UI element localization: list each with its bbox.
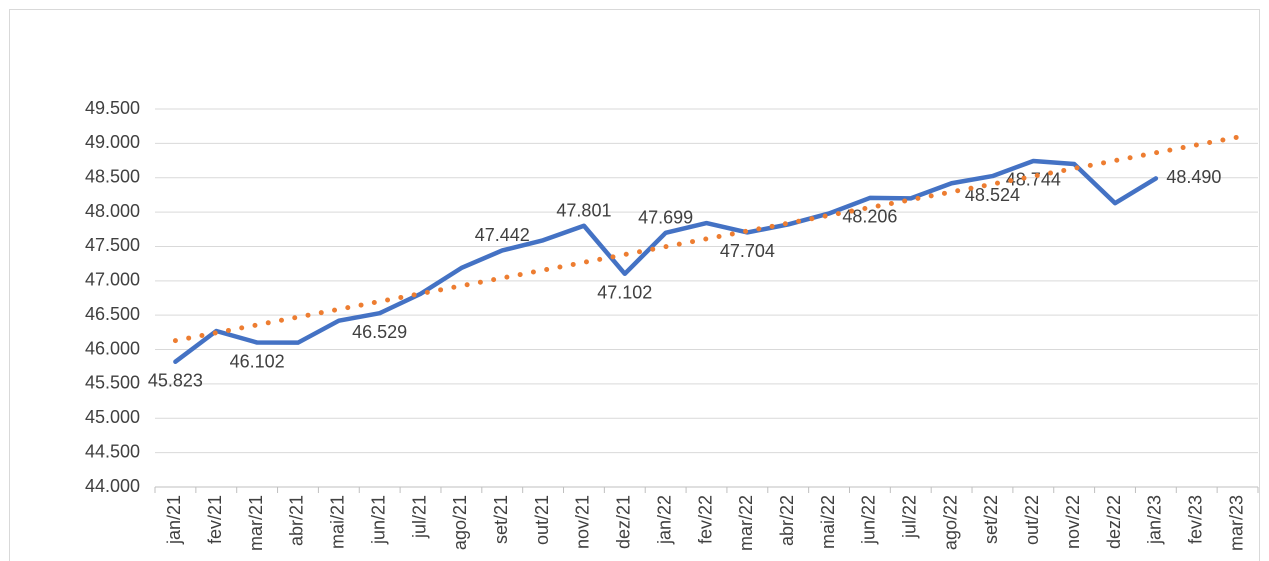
x-tick-label: fev/23 [1185, 495, 1205, 544]
x-tick-label: out/21 [532, 495, 552, 545]
data-label: 47.699 [638, 208, 693, 228]
data-label: 47.704 [720, 241, 775, 261]
data-label: 48.744 [1006, 170, 1061, 190]
y-tick-label: 45.500 [85, 373, 140, 393]
x-tick-label: out/22 [1022, 495, 1042, 545]
trend-line [172, 134, 1241, 344]
y-tick-label: 44.000 [85, 476, 140, 496]
x-tick-label: abr/22 [777, 495, 797, 546]
x-tick-label: mai/21 [328, 495, 348, 549]
data-label: 48.490 [1166, 167, 1221, 187]
x-tick-label: jul/21 [409, 495, 429, 539]
chart-frame [9, 9, 1260, 561]
y-tick-label: 46.500 [85, 304, 140, 324]
x-tick-label: jun/22 [859, 495, 879, 545]
y-tick-label: 48.500 [85, 166, 140, 186]
x-tick-label: fev/22 [695, 495, 715, 544]
x-tick-label: jul/22 [900, 495, 920, 539]
x-tick-label: mar/22 [736, 495, 756, 551]
x-tick-label: mai/22 [818, 495, 838, 549]
data-label: 48.206 [842, 207, 897, 227]
x-tick-label: nov/22 [1063, 495, 1083, 549]
x-tick-label: dez/22 [1104, 495, 1124, 549]
x-tick-label: fev/21 [205, 495, 225, 544]
x-tick-label: jan/23 [1145, 495, 1165, 545]
y-tick-label: 49.500 [85, 98, 140, 118]
data-label: 46.102 [230, 351, 285, 371]
x-tick-label: jan/22 [654, 495, 674, 545]
data-label: 45.823 [148, 370, 203, 390]
x-tick-label: ago/21 [450, 495, 470, 550]
series-line [173, 158, 1159, 364]
y-tick-label: 45.000 [85, 407, 140, 427]
x-tick-label: jun/21 [368, 495, 388, 545]
y-tick-label: 49.000 [85, 132, 140, 152]
x-tick-label: mar/21 [246, 495, 266, 551]
x-tick-label: dez/21 [614, 495, 634, 549]
x-tick-label: mar/23 [1226, 495, 1246, 551]
y-tick-label: 48.000 [85, 201, 140, 221]
data-label: 47.102 [597, 283, 652, 303]
data-label: 48.524 [965, 185, 1020, 205]
y-tick-label: 47.500 [85, 235, 140, 255]
x-tick-label: ago/22 [940, 495, 960, 550]
data-label: 46.529 [352, 322, 407, 342]
y-tick-label: 46.000 [85, 338, 140, 358]
y-tick-label: 44.500 [85, 441, 140, 461]
y-tick-label: 47.000 [85, 270, 140, 290]
data-label: 47.442 [475, 225, 530, 245]
x-tick-label: set/21 [491, 495, 511, 544]
x-tick-label: nov/21 [573, 495, 593, 549]
data-label: 47.801 [556, 201, 611, 221]
x-tick-label: set/22 [981, 495, 1001, 544]
x-tick-label: jan/21 [164, 495, 184, 545]
x-tick-label: abr/21 [287, 495, 307, 546]
